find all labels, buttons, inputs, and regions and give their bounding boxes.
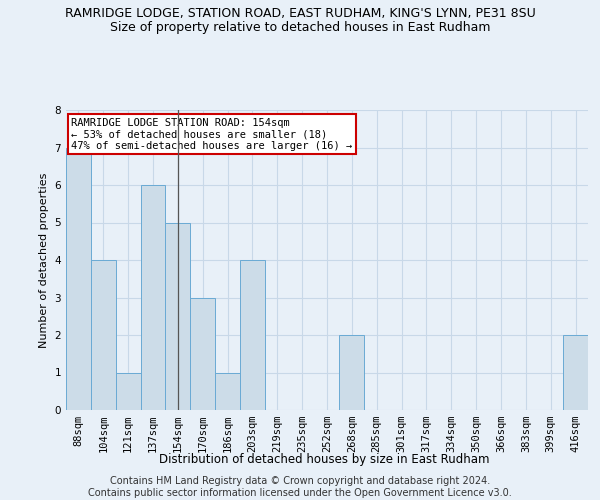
Text: RAMRIDGE LODGE STATION ROAD: 154sqm
← 53% of detached houses are smaller (18)
47: RAMRIDGE LODGE STATION ROAD: 154sqm ← 53… (71, 118, 352, 150)
Text: Size of property relative to detached houses in East Rudham: Size of property relative to detached ho… (110, 21, 490, 34)
Bar (340, 335, 364, 410)
Bar (240, 260, 265, 410)
Bar (66, 148, 91, 410)
Bar (166, 222, 190, 410)
Text: RAMRIDGE LODGE, STATION ROAD, EAST RUDHAM, KING'S LYNN, PE31 8SU: RAMRIDGE LODGE, STATION ROAD, EAST RUDHA… (65, 8, 535, 20)
Bar (190, 298, 215, 410)
Bar (140, 185, 166, 410)
Bar (563, 335, 588, 410)
Bar (91, 260, 116, 410)
Text: Contains public sector information licensed under the Open Government Licence v3: Contains public sector information licen… (88, 488, 512, 498)
Bar (116, 372, 140, 410)
Y-axis label: Number of detached properties: Number of detached properties (39, 172, 49, 348)
Text: Contains HM Land Registry data © Crown copyright and database right 2024.: Contains HM Land Registry data © Crown c… (110, 476, 490, 486)
Text: Distribution of detached houses by size in East Rudham: Distribution of detached houses by size … (159, 452, 489, 466)
Bar (215, 372, 240, 410)
